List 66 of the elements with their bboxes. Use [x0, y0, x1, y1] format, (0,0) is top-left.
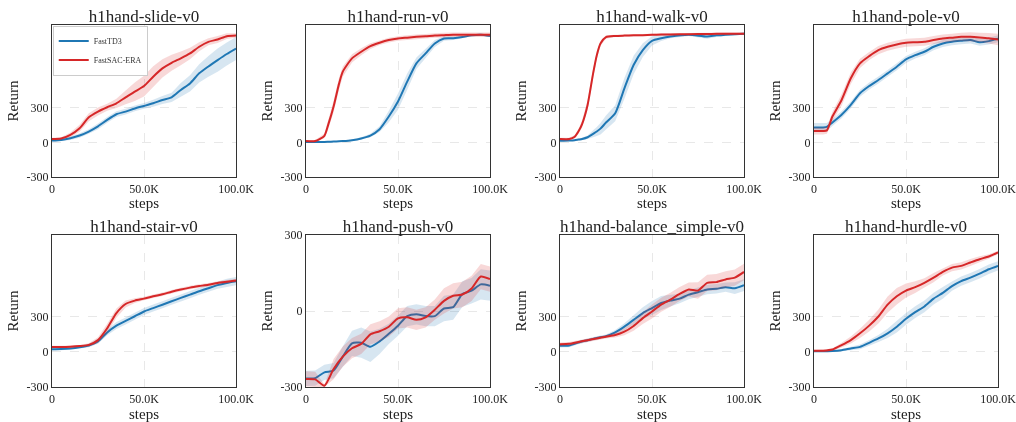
legend-label: FastSAC-ERA	[93, 56, 142, 66]
chart-title: h1hand-slide-v0	[88, 7, 200, 26]
x-tick-label: 50.0K	[891, 391, 922, 406]
y-tick-label: -300	[280, 380, 303, 395]
y-axis-title: Return	[766, 290, 783, 332]
x-tick-label: 100.0K	[726, 391, 763, 406]
y-tick-label: 0	[804, 345, 811, 360]
x-axis-title: steps	[637, 405, 668, 422]
x-tick-label: 100.0K	[980, 391, 1016, 406]
x-axis-title: steps	[129, 405, 160, 422]
x-tick-label: 50.0K	[383, 181, 414, 196]
x-axis-title: steps	[891, 405, 922, 422]
x-tick-label: 50.0K	[129, 181, 160, 196]
y-axis-title: Return	[766, 80, 783, 122]
y-tick-label: -300	[534, 170, 557, 185]
x-tick-label: 100.0K	[218, 181, 255, 196]
legend-label: FastTD3	[93, 37, 122, 47]
y-tick-label: 300	[538, 310, 557, 325]
y-tick-label: 0	[804, 135, 811, 150]
chart-title: h1hand-balance_simple-v0	[559, 217, 745, 236]
y-tick-label: -300	[788, 380, 811, 395]
y-tick-label: 0	[42, 135, 49, 150]
y-axis-title: Return	[4, 290, 21, 332]
chart-title: h1hand-walk-v0	[596, 7, 708, 26]
x-tick-label: 50.0K	[129, 391, 160, 406]
chart-title: h1hand-run-v0	[347, 7, 449, 26]
x-tick-label: 100.0K	[980, 181, 1016, 196]
y-axis-title: Return	[258, 290, 275, 332]
x-tick-label: 100.0K	[472, 391, 509, 406]
y-tick-label: 300	[284, 228, 303, 243]
y-tick-label: 300	[792, 310, 811, 325]
y-tick-label: 300	[30, 101, 49, 116]
y-tick-label: 0	[550, 345, 557, 360]
x-tick-label: 50.0K	[383, 391, 414, 406]
chart-title: h1hand-stair-v0	[90, 217, 198, 236]
y-axis-title: Return	[512, 80, 529, 122]
x-tick-label: 50.0K	[891, 181, 922, 196]
chart-title: h1hand-push-v0	[342, 217, 454, 236]
x-axis-title: steps	[383, 195, 414, 211]
x-tick-label: 100.0K	[472, 181, 509, 196]
x-axis-title: steps	[383, 405, 414, 422]
chart-title: h1hand-hurdle-v0	[845, 217, 967, 236]
x-tick-label: 100.0K	[218, 391, 255, 406]
x-axis-title: steps	[637, 195, 668, 211]
y-tick-label: 0	[42, 345, 49, 360]
x-axis-title: steps	[891, 195, 922, 211]
y-tick-label: 300	[538, 101, 557, 116]
y-tick-label: 0	[550, 135, 557, 150]
y-axis-title: Return	[258, 80, 275, 122]
y-tick-label: -300	[788, 170, 811, 185]
y-tick-label: -300	[280, 170, 303, 185]
y-tick-label: -300	[26, 170, 49, 185]
y-tick-label: -300	[534, 380, 557, 395]
y-tick-label: 0	[296, 135, 303, 150]
x-tick-label: 100.0K	[726, 181, 763, 196]
y-axis-title: Return	[512, 290, 529, 332]
y-tick-label: -300	[26, 380, 49, 395]
x-axis-title: steps	[129, 195, 160, 211]
x-tick-label: 50.0K	[637, 391, 668, 406]
y-tick-label: 300	[30, 310, 49, 325]
y-tick-label: 300	[284, 101, 303, 116]
y-tick-label: 0	[296, 304, 303, 319]
chart-title: h1hand-pole-v0	[852, 7, 960, 26]
x-tick-label: 50.0K	[637, 181, 668, 196]
y-tick-label: 300	[792, 101, 811, 116]
y-axis-title: Return	[4, 80, 21, 122]
